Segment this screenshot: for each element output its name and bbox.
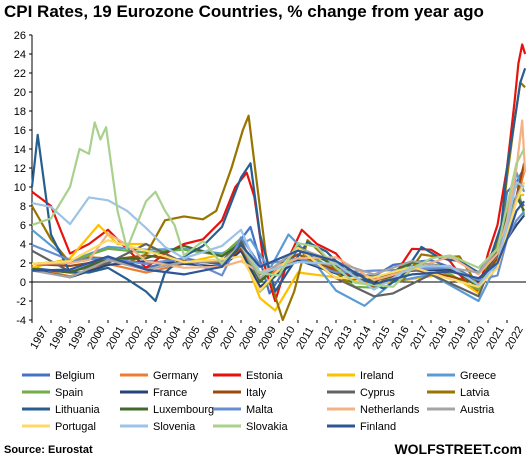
x-tick-label: 2000: [85, 324, 108, 351]
legend-label: Greece: [460, 370, 496, 382]
y-tick-label: 22: [14, 68, 26, 80]
x-tick-label: 2003: [142, 324, 165, 351]
y-tick-label: 24: [14, 49, 26, 61]
legend-label: Estonia: [246, 370, 284, 382]
x-tick-label: 2017: [408, 324, 431, 351]
chart-title: CPI Rates, 19 Eurozone Countries, % chan…: [4, 2, 484, 21]
x-tick-label: 2007: [218, 324, 241, 351]
y-tick-label: 4: [20, 239, 26, 251]
legend-label: Germany: [153, 370, 199, 382]
y-tick-label: 6: [20, 220, 26, 232]
x-tick-label: 1997: [28, 324, 51, 351]
y-tick-label: 16: [14, 125, 26, 137]
legend-label: Spain: [55, 387, 83, 399]
x-tick-label: 2019: [446, 324, 469, 351]
x-tick-label: 2002: [123, 324, 146, 351]
x-tick-label: 2022: [503, 324, 526, 351]
y-tick-label: 26: [14, 30, 26, 42]
x-tick-label: 2014: [351, 324, 374, 351]
credit-watermark: WOLFSTREET.com: [394, 441, 522, 457]
x-tick-label: 2008: [237, 324, 260, 351]
x-tick-label: 2011: [294, 325, 316, 351]
y-tick-label: 0: [20, 277, 26, 289]
legend-label: Netherlands: [360, 404, 420, 416]
x-tick-label: 2010: [275, 324, 298, 351]
y-tick-label: 10: [14, 182, 26, 194]
x-tick-label: 2021: [484, 324, 507, 351]
x-tick-label: 2009: [256, 324, 279, 351]
legend: Belgium Germany Estonia Ireland Greece Spain F…: [22, 370, 496, 433]
legend-label: Malta: [246, 404, 274, 416]
source-note: Source: Eurostat: [4, 444, 93, 456]
x-tick-label: 2016: [389, 324, 412, 351]
x-tick-label: 2001: [104, 324, 127, 351]
legend-label: France: [153, 387, 187, 399]
x-tick-label: 2005: [180, 324, 203, 351]
x-tick-label: 2018: [427, 324, 450, 351]
y-tick-label: 12: [14, 163, 26, 175]
legend-label: Portugal: [55, 421, 96, 433]
y-tick-label: -4: [16, 315, 26, 327]
legend-label: Lithuania: [55, 404, 101, 416]
x-tick-label: 1999: [66, 324, 89, 351]
legend-label: Austria: [460, 404, 495, 416]
legend-label: Belgium: [55, 370, 95, 382]
series-lines: [30, 43, 527, 322]
y-tick-label: 20: [14, 87, 26, 99]
series-line-finland: [31, 200, 525, 285]
y-tick-label: 18: [14, 106, 26, 118]
x-tick-label: 2006: [199, 324, 222, 351]
y-tick-label: 8: [20, 201, 26, 213]
legend-label: Ireland: [360, 370, 394, 382]
legend-label: Latvia: [460, 387, 490, 399]
x-tick-label: 2012: [313, 324, 336, 351]
legend-label: Finland: [360, 421, 396, 433]
legend-label: Slovakia: [246, 421, 288, 433]
legend-label: Italy: [246, 387, 267, 399]
x-tick-label: 2004: [161, 324, 184, 351]
legend-label: Slovenia: [153, 421, 196, 433]
series-line-netherlands: [31, 119, 527, 282]
x-tick-label: 2015: [370, 324, 393, 351]
series-line-malta: [31, 210, 525, 282]
legend-label: Luxembourg: [153, 404, 214, 416]
series-line-slovenia: [31, 181, 525, 291]
y-tick-label: 2: [20, 258, 26, 270]
y-tick-label: 14: [14, 144, 26, 156]
x-tick-label: 2020: [465, 324, 488, 351]
x-tick-label: 2013: [332, 324, 355, 351]
legend-label: Cyprus: [360, 387, 395, 399]
x-tick-label: 1998: [47, 324, 70, 351]
axes: -4-2024681012141618202224261997199819992…: [14, 30, 526, 352]
y-tick-label: -2: [16, 296, 26, 308]
